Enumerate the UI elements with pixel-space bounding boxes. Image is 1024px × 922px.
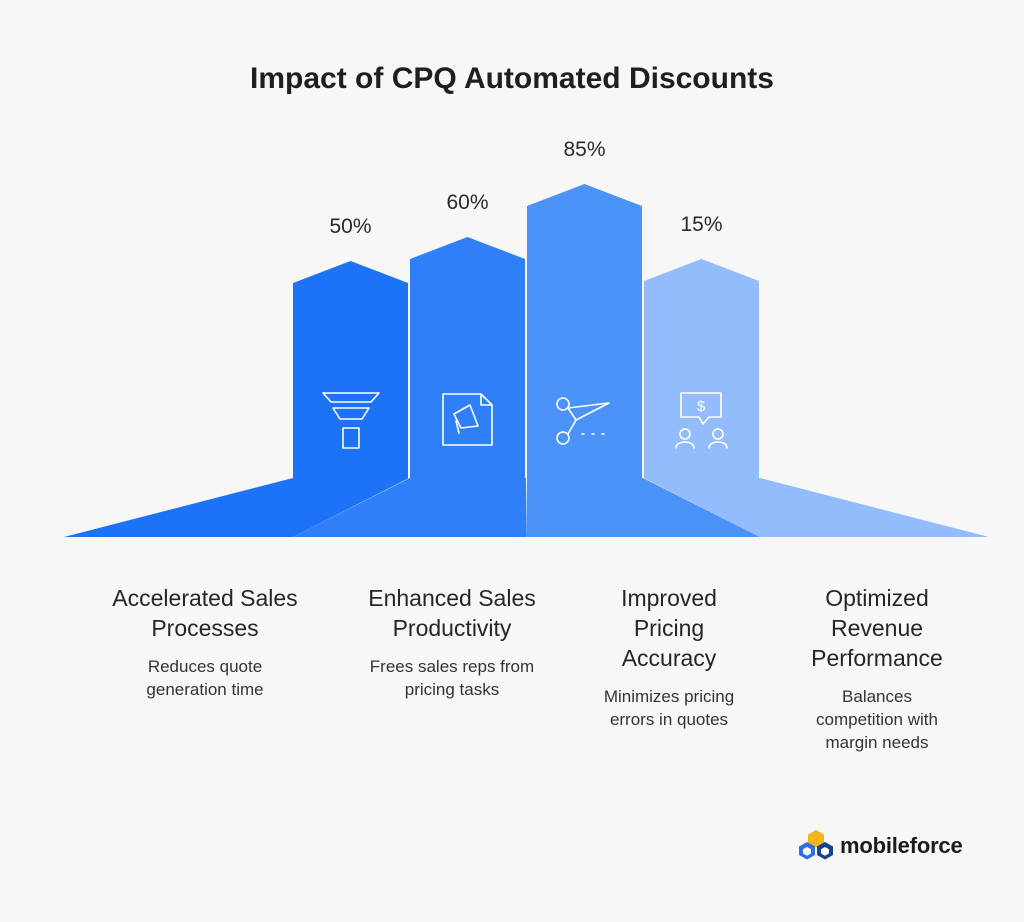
floor-segment bbox=[64, 478, 409, 537]
category-description: Minimizes pricing errors in quotes bbox=[603, 687, 735, 729]
dollar-sign-icon: $ bbox=[697, 398, 706, 415]
category-label: Enhanced Sales Productivity bbox=[368, 585, 536, 641]
value-label: 50% bbox=[329, 215, 371, 238]
category-description: Balances competition with margin needs bbox=[816, 687, 938, 752]
category-description: Reduces quote generation time bbox=[146, 657, 264, 699]
bar-chart: $ 50% 60% 85% 15% bbox=[64, 138, 989, 537]
category-description: Frees sales reps from pricing tasks bbox=[369, 657, 535, 699]
category-caption: Enhanced Sales Productivity Frees sales r… bbox=[336, 583, 568, 701]
value-label: 15% bbox=[680, 213, 722, 236]
value-label: 85% bbox=[563, 138, 605, 161]
icons-group: $ bbox=[322, 392, 728, 449]
category-caption: Optimized Revenue Performance Balances co… bbox=[761, 583, 993, 754]
bar bbox=[527, 184, 642, 478]
value-label: 60% bbox=[446, 191, 488, 214]
brand-logo: mobileforce bbox=[798, 826, 963, 866]
floor-segment bbox=[526, 478, 760, 537]
perspective-floor bbox=[64, 478, 989, 537]
value-labels-group: 50% 60% 85% 15% bbox=[329, 138, 722, 238]
bars-group bbox=[293, 184, 759, 478]
bar bbox=[644, 259, 759, 478]
megaphone-document-icon bbox=[442, 393, 493, 446]
brand-name: mobileforce bbox=[840, 833, 963, 858]
category-label: Improved Pricing Accuracy bbox=[621, 585, 717, 671]
mobileforce-logo-icon bbox=[799, 830, 833, 860]
funnel-icon bbox=[322, 392, 380, 449]
floor-segment bbox=[644, 478, 989, 537]
floor-segment bbox=[293, 478, 526, 537]
chart-title: Impact of CPQ Automated Discounts bbox=[250, 62, 774, 95]
category-label: Accelerated Sales Processes bbox=[112, 585, 298, 641]
scissors-icon bbox=[556, 397, 613, 445]
category-caption: Improved Pricing Accuracy Minimizes prici… bbox=[553, 583, 785, 731]
bar bbox=[410, 237, 525, 478]
people-dollar-chat-icon: $ bbox=[675, 392, 728, 449]
category-caption: Accelerated Sales Processes Reduces quote… bbox=[89, 583, 321, 701]
bar bbox=[293, 261, 408, 478]
category-label: Optimized Revenue Performance bbox=[811, 585, 943, 671]
